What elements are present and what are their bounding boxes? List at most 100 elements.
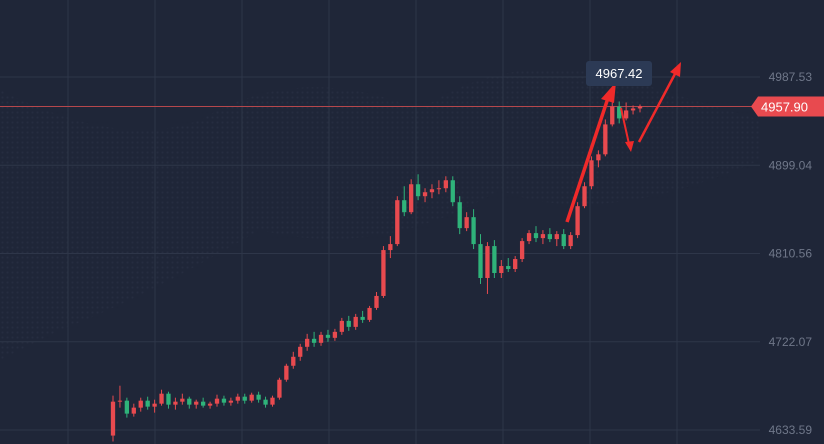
candle-body (457, 202, 462, 229)
candle-up (582, 182, 587, 209)
candle-body (429, 189, 435, 193)
candle-up (228, 397, 234, 406)
candle-up (409, 179, 414, 215)
candle-up (117, 385, 123, 408)
candle-up (194, 399, 199, 409)
candle-body (318, 334, 324, 343)
candle-up (630, 105, 636, 115)
candle-up (575, 202, 580, 239)
current-price-badge (751, 96, 824, 117)
candle-body (582, 186, 587, 207)
candle-body (554, 234, 559, 240)
candle-body (187, 398, 192, 405)
y-tick-label: 4987.53 (769, 70, 813, 84)
candle-body (589, 160, 594, 187)
candle-up (291, 351, 296, 369)
candle-body (540, 234, 546, 239)
candle-body (214, 398, 220, 404)
candle-body (409, 184, 414, 213)
candle-body (110, 401, 116, 436)
candle-body (298, 346, 303, 357)
candle-body (235, 396, 240, 401)
candle-up (110, 395, 116, 442)
candle-body (194, 401, 199, 405)
candle-down (457, 196, 462, 235)
candle-up (610, 102, 615, 127)
candle-down (561, 229, 566, 250)
y-axis-labels: 4987.53 4899.04 4810.56 4722.07 4633.59 (769, 70, 813, 437)
candle-up (284, 363, 289, 382)
candle-body (492, 246, 497, 274)
candle-up (318, 331, 324, 346)
candle-body (519, 241, 525, 260)
candle-body (124, 400, 130, 414)
candle-body (291, 356, 296, 366)
candle-down (415, 174, 421, 201)
candle-down (533, 226, 539, 243)
candle-up (235, 393, 240, 404)
candle-down (450, 176, 455, 207)
candle-up (180, 393, 185, 405)
annotation-arrows (565, 62, 681, 223)
candle-down (124, 397, 130, 418)
candle-body (471, 217, 476, 245)
candle-body (596, 154, 601, 161)
candle-body (221, 398, 227, 403)
candle-up (395, 196, 400, 247)
candle-up (443, 176, 448, 193)
candle-body (422, 192, 428, 197)
tooltip-value: 4967.42 (596, 66, 643, 81)
candle-body (284, 365, 289, 380)
candle-up (298, 343, 303, 361)
candle-body (450, 180, 455, 203)
candle-body (443, 180, 448, 189)
candle-body (603, 124, 608, 155)
candle-body (374, 295, 379, 308)
candle-down (187, 396, 192, 409)
candle-body (325, 334, 331, 338)
candle-down (256, 391, 261, 403)
candle-down (492, 240, 497, 278)
candle-body (415, 184, 421, 197)
candle-body (630, 108, 636, 111)
candle-up (138, 397, 143, 412)
candle-up (152, 399, 157, 413)
candle-up (249, 392, 254, 403)
candle-down (478, 234, 483, 284)
arrow-shaft (637, 71, 678, 143)
candle-up (568, 232, 573, 250)
candle-body (138, 400, 143, 408)
candle-up (603, 119, 608, 157)
candle-body (561, 234, 566, 247)
candle-up (485, 242, 490, 294)
candles (110, 101, 643, 442)
candle-body (436, 188, 442, 190)
candle-body (131, 407, 136, 414)
candle-body (305, 338, 310, 347)
candle-down (506, 258, 511, 273)
candle-up (596, 150, 601, 168)
candle-up (207, 401, 213, 409)
candle-up (381, 246, 386, 298)
candle-body (145, 400, 150, 407)
candle-down (311, 331, 317, 347)
candle-body (256, 394, 261, 400)
candle-down (166, 391, 171, 409)
candle-down (346, 315, 351, 331)
candle-down (471, 209, 476, 250)
y-tick-label: 4633.59 (769, 423, 813, 437)
candle-up (173, 397, 178, 410)
candle-body (533, 233, 539, 239)
candle-up (526, 230, 532, 245)
candle-up (367, 305, 372, 322)
candle-body (159, 393, 164, 404)
candle-down (547, 228, 553, 243)
candle-up (422, 188, 428, 203)
candle-body (485, 246, 490, 278)
candle-up (332, 328, 338, 341)
candle-body (575, 206, 580, 236)
y-tick-label: 4722.07 (769, 335, 813, 349)
candle-body (367, 307, 372, 320)
